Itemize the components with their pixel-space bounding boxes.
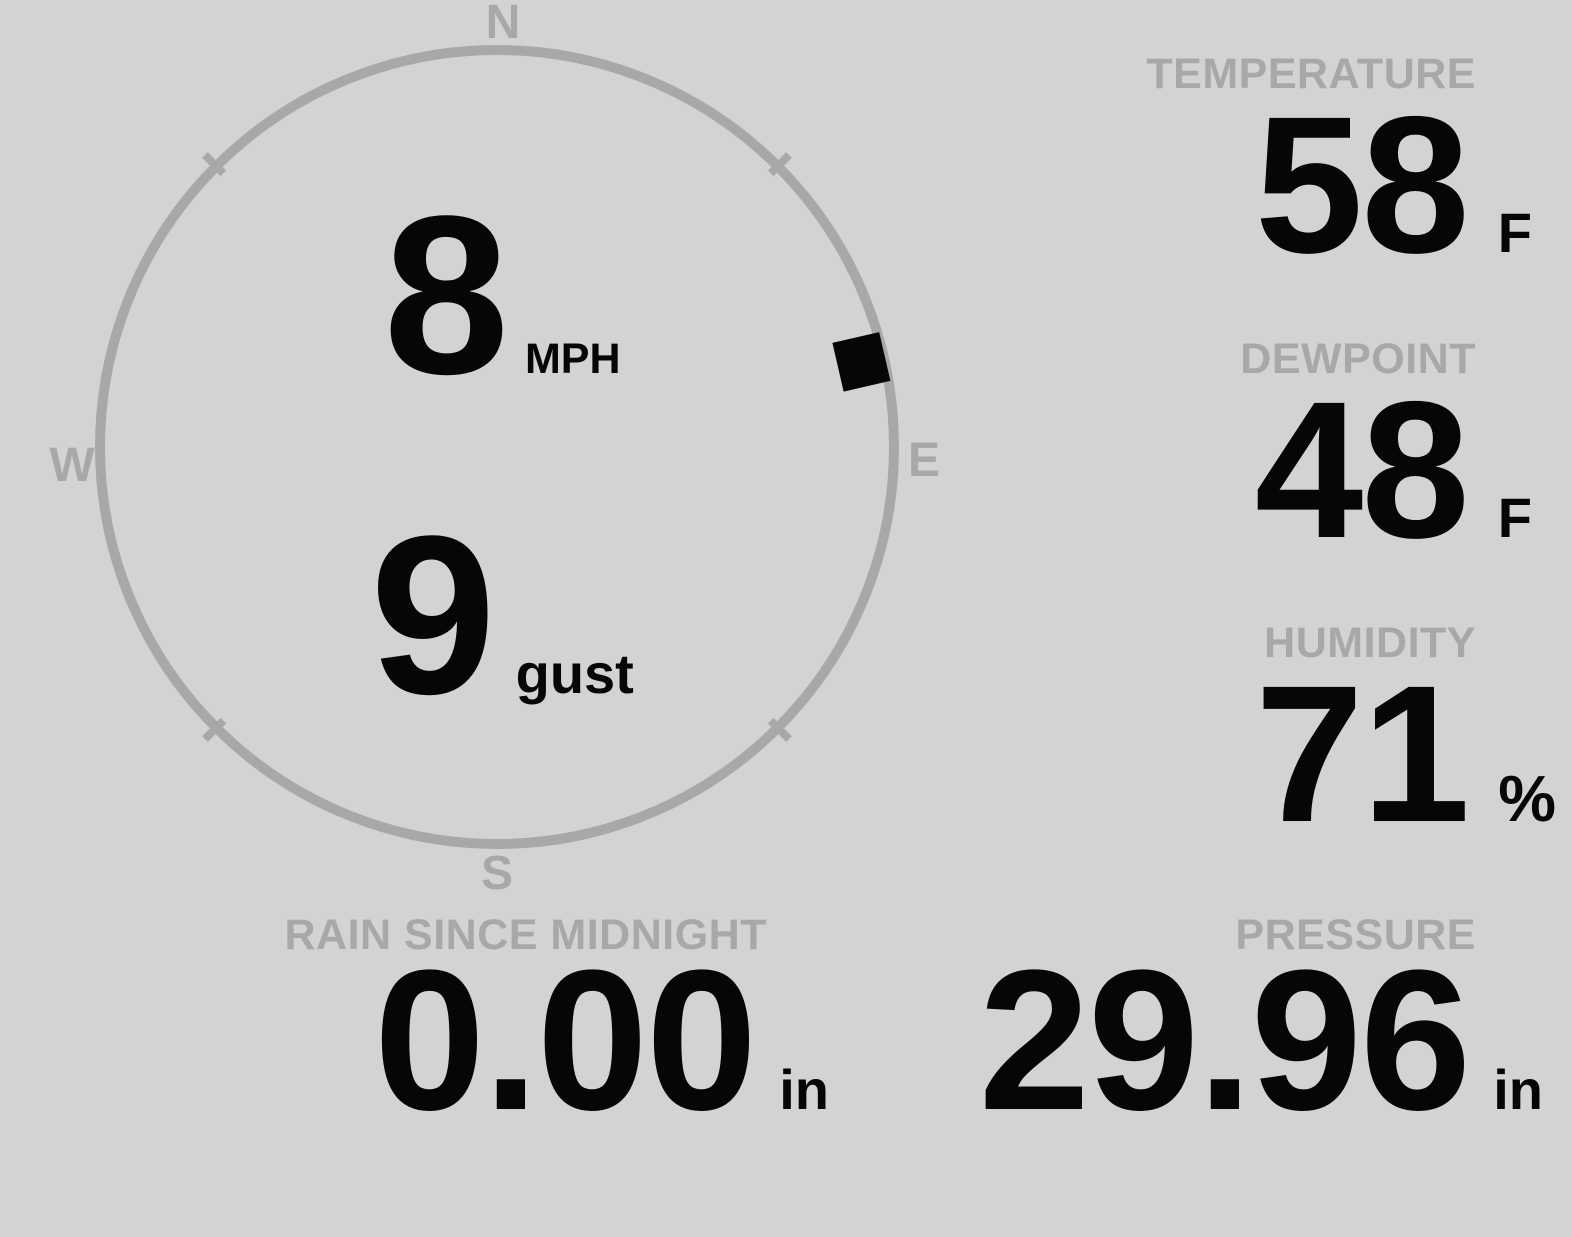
wind-speed: 8 MPH [197, 182, 807, 408]
humidity-value: 71% [1255, 657, 1556, 852]
dewpoint-unit: F [1497, 486, 1532, 549]
compass-label-north: N [485, 0, 521, 49]
rain-unit: in [779, 1058, 829, 1121]
dewpoint-number: 48 [1254, 361, 1470, 579]
pressure-value: 29.96 in [979, 941, 1543, 1141]
wind-speed-value: 8 [383, 168, 510, 421]
pressure-unit: in [1493, 1058, 1543, 1121]
wind-gust-unit: gust [515, 642, 634, 705]
humidity-number: 71 [1255, 645, 1470, 863]
compass-label-west: W [49, 439, 95, 492]
temperature-unit: F [1497, 201, 1532, 264]
dewpoint-value: 48 F [1255, 373, 1532, 568]
temperature-label: TEMPERATURE [1146, 50, 1476, 98]
humidity-unit: % [1498, 762, 1556, 835]
dewpoint-label: DEWPOINT [1240, 335, 1476, 383]
humidity-label: HUMIDITY [1264, 619, 1476, 667]
wind-gust-value: 9 [370, 488, 496, 741]
compass-label-east: E [907, 434, 940, 487]
pressure-label: PRESSURE [1235, 911, 1476, 959]
pressure-number: 29.96 [978, 929, 1471, 1152]
wind-gust: 9 gust [197, 502, 807, 728]
compass-ring [95, 45, 899, 849]
temperature-number: 58 [1254, 76, 1470, 294]
temperature-value: 58 F [1255, 88, 1532, 283]
rain-number: 0.00 [373, 929, 757, 1152]
wind-speed-unit: MPH [524, 335, 621, 383]
compass-label-south: S [480, 847, 513, 900]
rain-label: RAIN SINCE MIDNIGHT [284, 911, 767, 959]
rain-value: 0.00 in [374, 941, 829, 1141]
